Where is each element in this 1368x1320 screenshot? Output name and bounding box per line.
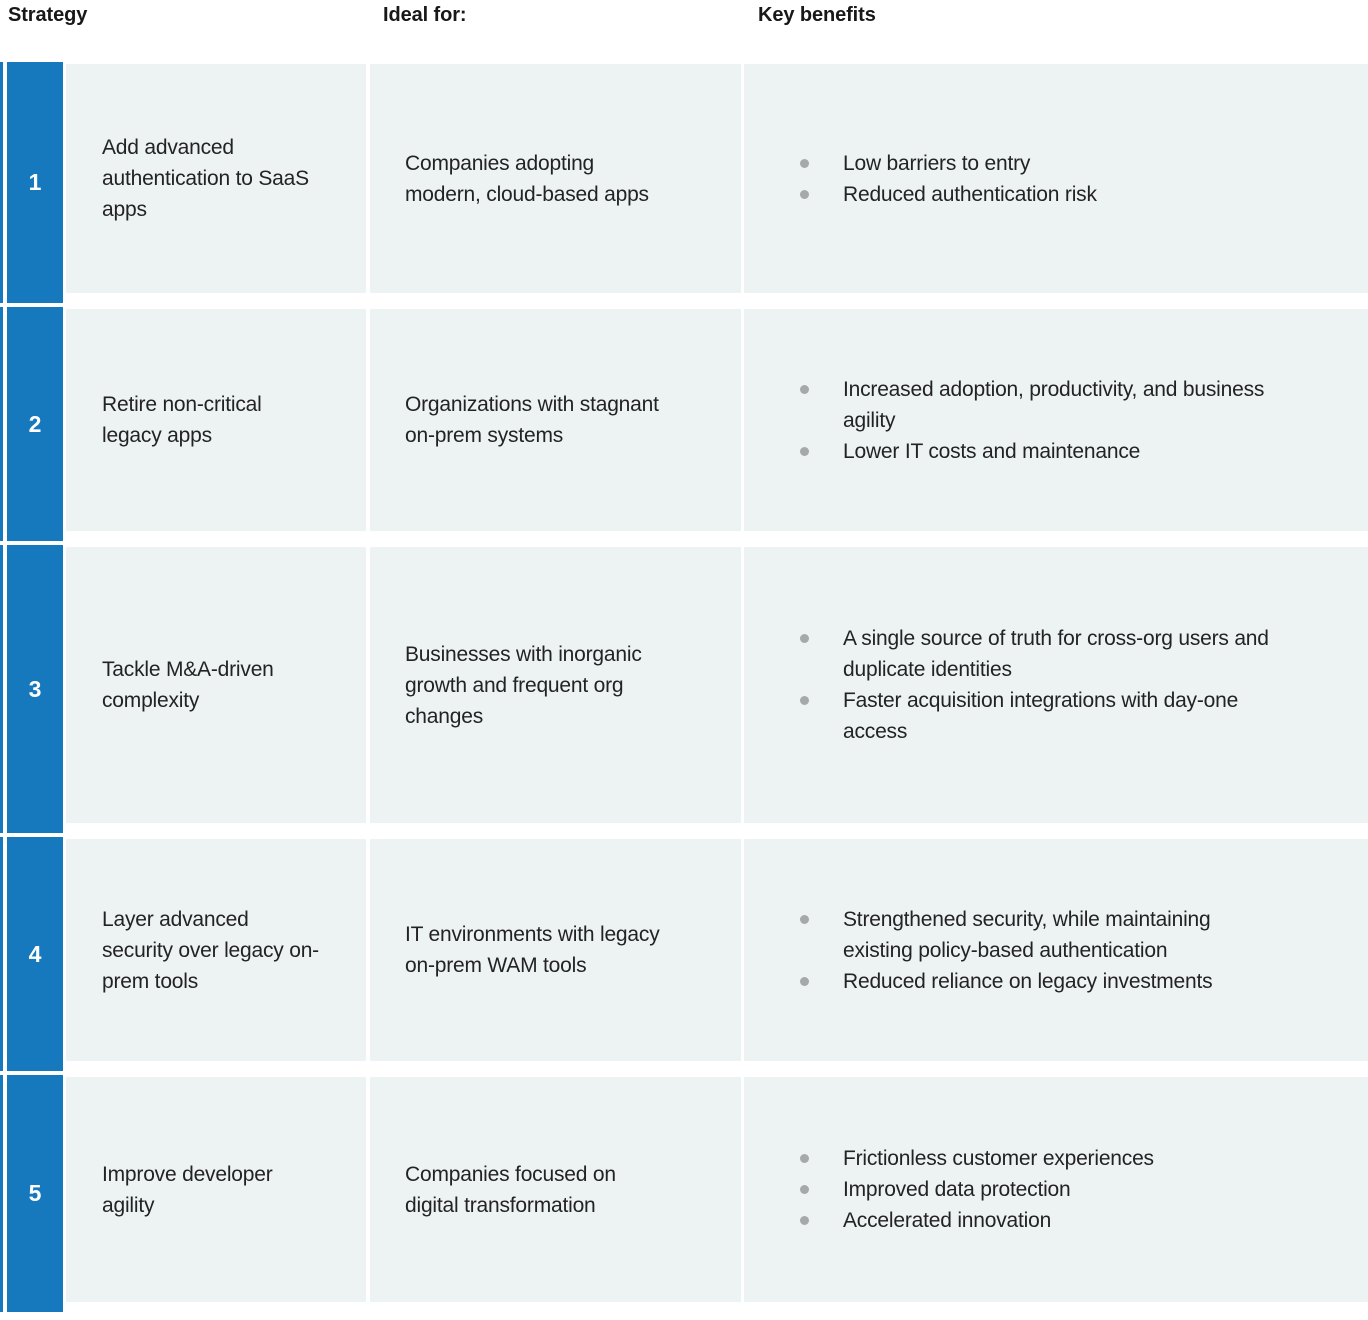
table-row-4: 4 Layer advanced security over legacy on… xyxy=(0,837,1368,1071)
strategy-cell: Improve developer agility xyxy=(66,1077,366,1302)
table-row-5: 5 Improve developer agility Companies fo… xyxy=(0,1075,1368,1312)
ideal-for-cell: IT environments with legacy on-prem WAM … xyxy=(370,839,741,1061)
bullet-icon xyxy=(800,696,809,705)
benefit-item: Reduced authentication risk xyxy=(800,179,1097,210)
strategy-text: Improve developer agility xyxy=(102,1162,273,1217)
column-header-ideal-for: Ideal for: xyxy=(383,4,467,26)
row-number: 1 xyxy=(28,169,42,195)
benefit-item: Reduced reliance on legacy investments xyxy=(800,966,1278,997)
left-edge-stripe xyxy=(0,837,3,1071)
strategy-cell: Retire non-critical legacy apps xyxy=(66,309,366,531)
benefit-text: Low barriers to entry xyxy=(843,151,1031,175)
column-header-strategy: Strategy xyxy=(8,4,88,26)
benefits-list: Strengthened security, while maintaining… xyxy=(800,904,1278,997)
benefit-text: Improved data protection xyxy=(843,1178,1071,1201)
benefits-cell: A single source of truth for cross-org u… xyxy=(744,547,1368,823)
strategy-table: 1 Add advanced authentication to SaaS ap… xyxy=(0,62,1368,1312)
row-number-cell: 2 xyxy=(7,307,63,541)
benefit-text: Increased adoption, productivity, and bu… xyxy=(843,377,1265,432)
bullet-icon xyxy=(800,1185,809,1194)
left-edge-stripe xyxy=(0,545,3,833)
row-number: 2 xyxy=(28,410,42,437)
bullet-icon xyxy=(800,1154,809,1163)
benefit-text: Faster acquisition integrations with day… xyxy=(843,689,1239,743)
left-edge-stripe xyxy=(0,62,3,303)
left-edge-stripe xyxy=(0,1075,3,1312)
benefit-item: Lower IT costs and maintenance xyxy=(800,436,1278,467)
row-number-cell: 4 xyxy=(7,837,63,1071)
benefit-item: Low barriers to entry xyxy=(800,148,1097,179)
bullet-icon xyxy=(800,914,809,924)
benefits-list: Increased adoption, productivity, and bu… xyxy=(800,374,1278,467)
benefit-item: Accelerated innovation xyxy=(800,1205,1154,1236)
row-number: 4 xyxy=(28,940,42,967)
strategy-cell: Tackle M&A-driven complexity xyxy=(66,547,366,823)
table-row-3: 3 Tackle M&A-driven complexity Businesse… xyxy=(0,545,1368,833)
ideal-for-cell: Companies focused on digital transformat… xyxy=(370,1077,741,1302)
strategy-text: Layer advanced security over legacy on-p… xyxy=(102,907,319,993)
bullet-icon xyxy=(800,446,809,456)
ideal-for-cell: Organizations with stagnant on-prem syst… xyxy=(370,309,741,531)
bullet-icon xyxy=(800,384,809,394)
ideal-for-cell: Companies adopting modern, cloud-based a… xyxy=(370,64,741,293)
benefit-text: Accelerated innovation xyxy=(843,1209,1052,1232)
strategy-text: Add advanced authentication to SaaS apps xyxy=(102,136,309,221)
strategy-text: Tackle M&A-driven complexity xyxy=(102,658,274,712)
bullet-icon xyxy=(800,189,809,199)
benefit-item: Improved data protection xyxy=(800,1174,1154,1205)
table-header: Strategy Ideal for: Key benefits xyxy=(0,0,1368,62)
ideal-for-text: IT environments with legacy on-prem WAM … xyxy=(405,923,660,977)
benefit-text: Lower IT costs and maintenance xyxy=(843,439,1141,463)
benefit-item: Faster acquisition integrations with day… xyxy=(800,685,1278,747)
benefits-list: Frictionless customer experiences Improv… xyxy=(800,1143,1154,1236)
bullet-icon xyxy=(800,1216,809,1225)
benefit-item: Frictionless customer experiences xyxy=(800,1143,1154,1174)
ideal-for-text: Businesses with inorganic growth and fre… xyxy=(405,642,642,728)
bullet-icon xyxy=(800,976,809,986)
benefit-text: Strengthened security, while maintaining… xyxy=(843,907,1211,962)
left-edge-stripe xyxy=(0,307,3,541)
benefits-cell: Increased adoption, productivity, and bu… xyxy=(744,309,1368,531)
strategy-text: Retire non-critical legacy apps xyxy=(102,393,262,447)
row-number-cell: 3 xyxy=(7,545,63,833)
ideal-for-cell: Businesses with inorganic growth and fre… xyxy=(370,547,741,823)
table-row-2: 2 Retire non-critical legacy apps Organi… xyxy=(0,307,1368,541)
benefits-list: Low barriers to entry Reduced authentica… xyxy=(800,148,1097,210)
strategy-cell: Layer advanced security over legacy on-p… xyxy=(66,839,366,1061)
row-number: 5 xyxy=(28,1180,42,1206)
benefit-text: A single source of truth for cross-org u… xyxy=(843,627,1269,681)
column-header-key-benefits: Key benefits xyxy=(758,4,876,26)
strategy-cell: Add advanced authentication to SaaS apps xyxy=(66,64,366,293)
benefit-item: A single source of truth for cross-org u… xyxy=(800,623,1278,685)
benefit-text: Reduced reliance on legacy investments xyxy=(843,969,1213,993)
row-number-cell: 5 xyxy=(7,1075,63,1312)
bullet-icon xyxy=(800,158,809,168)
bullet-icon xyxy=(800,634,809,643)
benefits-cell: Strengthened security, while maintaining… xyxy=(744,839,1368,1061)
benefits-list: A single source of truth for cross-org u… xyxy=(800,623,1278,747)
benefit-text: Frictionless customer experiences xyxy=(843,1147,1154,1170)
row-number: 3 xyxy=(28,675,42,702)
benefits-cell: Frictionless customer experiences Improv… xyxy=(744,1077,1368,1302)
table-row-1: 1 Add advanced authentication to SaaS ap… xyxy=(0,62,1368,303)
benefit-text: Reduced authentication risk xyxy=(843,182,1097,206)
ideal-for-text: Companies focused on digital transformat… xyxy=(405,1162,616,1217)
ideal-for-text: Organizations with stagnant on-prem syst… xyxy=(405,393,659,447)
benefit-item: Strengthened security, while maintaining… xyxy=(800,904,1278,966)
row-number-cell: 1 xyxy=(7,62,63,303)
benefits-cell: Low barriers to entry Reduced authentica… xyxy=(744,64,1368,293)
benefit-item: Increased adoption, productivity, and bu… xyxy=(800,374,1278,436)
ideal-for-text: Companies adopting modern, cloud-based a… xyxy=(405,151,649,206)
